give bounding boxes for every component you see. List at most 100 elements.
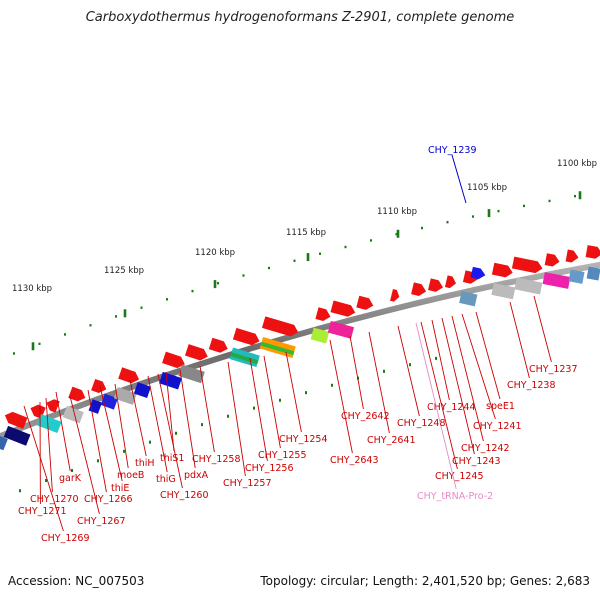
leader-line [441, 317, 475, 455]
gene-label-chy_1270: CHY_1270 [30, 494, 79, 505]
highlight-leader-line [451, 154, 467, 204]
track-dot [123, 449, 125, 453]
leader-line [533, 295, 552, 363]
kbp-tick-label: 1120 kbp [195, 248, 235, 258]
leader-line [397, 325, 420, 417]
track-dot [446, 220, 449, 224]
track-dot [268, 266, 270, 270]
gene-label-chy_1238: CHY_1238 [507, 380, 556, 391]
leader-line [87, 389, 107, 493]
gene-arrow [390, 289, 400, 302]
track-dot [253, 406, 255, 410]
gene-label-chy_1243: CHY_1243 [452, 456, 501, 467]
gene-arrow [444, 275, 457, 289]
gene-arrow [585, 245, 600, 259]
gene-label-gark: garK [59, 473, 82, 484]
leader-line [45, 397, 53, 493]
gene-arrow [118, 367, 140, 384]
gene-label-chy_1248: CHY_1248 [397, 418, 446, 429]
kbp-tick-label: 1100 kbp [557, 159, 597, 169]
track-dot [97, 459, 99, 463]
leader-line [179, 369, 196, 469]
track-dot [115, 315, 117, 318]
gene-arrow [315, 307, 331, 321]
highlighted-gene-arrow [470, 266, 486, 280]
track-dot [344, 245, 347, 249]
category-box [260, 341, 295, 356]
gene-arrow [261, 316, 299, 337]
track-dot [293, 259, 296, 262]
major-tick [123, 309, 127, 318]
category-box [491, 283, 516, 300]
gene-labels: CHY_1237 CHY_1238 speE1 CHY_1241 CHY_1242 CHY… [18, 295, 578, 544]
leader-line [165, 371, 175, 452]
track-dot [64, 333, 66, 336]
gene-arrow [232, 327, 260, 346]
track-dot [71, 468, 73, 472]
gene-arrow [185, 344, 208, 361]
leader-line [99, 385, 123, 482]
gene-label-thih: thiH [135, 458, 155, 469]
major-tick [31, 342, 35, 351]
track-dot [331, 383, 333, 387]
leader-line [431, 319, 450, 401]
category-box [36, 414, 62, 434]
category-box [327, 320, 355, 339]
kbp-tick-label: 1125 kbp [104, 266, 144, 276]
track-dot [370, 239, 372, 242]
genome-backbone [0, 261, 600, 440]
category-box [113, 387, 137, 405]
track-dot [574, 194, 576, 198]
gene-label-chy_1237: CHY_1237 [529, 364, 578, 375]
major-tick [396, 229, 400, 238]
track-dot [166, 298, 168, 301]
category-box [586, 266, 600, 281]
leader-line [415, 322, 457, 490]
leader-line [329, 339, 353, 454]
leader-line [69, 395, 100, 515]
gene-label-thig: thiG [156, 474, 176, 485]
track-dot [409, 363, 411, 367]
leader-line [475, 311, 501, 400]
track-dot [472, 215, 474, 218]
gene-label-chy_1245: CHY_1245 [435, 471, 484, 482]
leader-line [157, 373, 183, 489]
kbp-tick-label: 1130 kbp [12, 284, 52, 294]
gene-label-chy_2643: CHY_2643 [330, 455, 379, 466]
gene-label-chy_1241: CHY_1241 [473, 421, 522, 432]
gene-label-chy_1254: CHY_1254 [279, 434, 328, 445]
gene-label-chy_1255: CHY_1255 [258, 450, 307, 461]
category-box [62, 405, 84, 424]
gene-arrow [491, 262, 513, 278]
gene-label-this1: thiS1 [160, 453, 184, 464]
track-dot [383, 369, 385, 373]
gene-label-chy_1244: CHY_1244 [427, 402, 476, 413]
track-dot [19, 489, 21, 493]
map-title: Carboxydothermus hydrogenoformans Z-2901… [85, 10, 515, 25]
gene-arrow [565, 249, 579, 263]
category-box [178, 364, 205, 384]
track-dot [191, 289, 194, 293]
category-box [0, 434, 8, 451]
gene-label-pdxa: pdxA [184, 470, 209, 481]
major-tick [213, 280, 217, 289]
category-box [542, 272, 571, 289]
leader-line [349, 335, 364, 410]
leader-line [249, 357, 268, 462]
gene-label-chy_2641: CHY_2641 [367, 435, 416, 446]
gene-arrow [4, 411, 28, 429]
gene-arrow [162, 351, 185, 369]
leader-line [227, 361, 246, 477]
gene-label-moeb: moeB [117, 470, 144, 481]
track-dot [523, 204, 525, 208]
leader-line [461, 313, 496, 420]
track-dot [548, 199, 551, 203]
track-dot [435, 356, 437, 360]
category-box [514, 277, 543, 295]
category-box [3, 425, 31, 446]
track-dot [279, 398, 281, 402]
leader-line [368, 331, 390, 434]
gene-arrow [208, 337, 228, 353]
track-dot [149, 440, 151, 444]
